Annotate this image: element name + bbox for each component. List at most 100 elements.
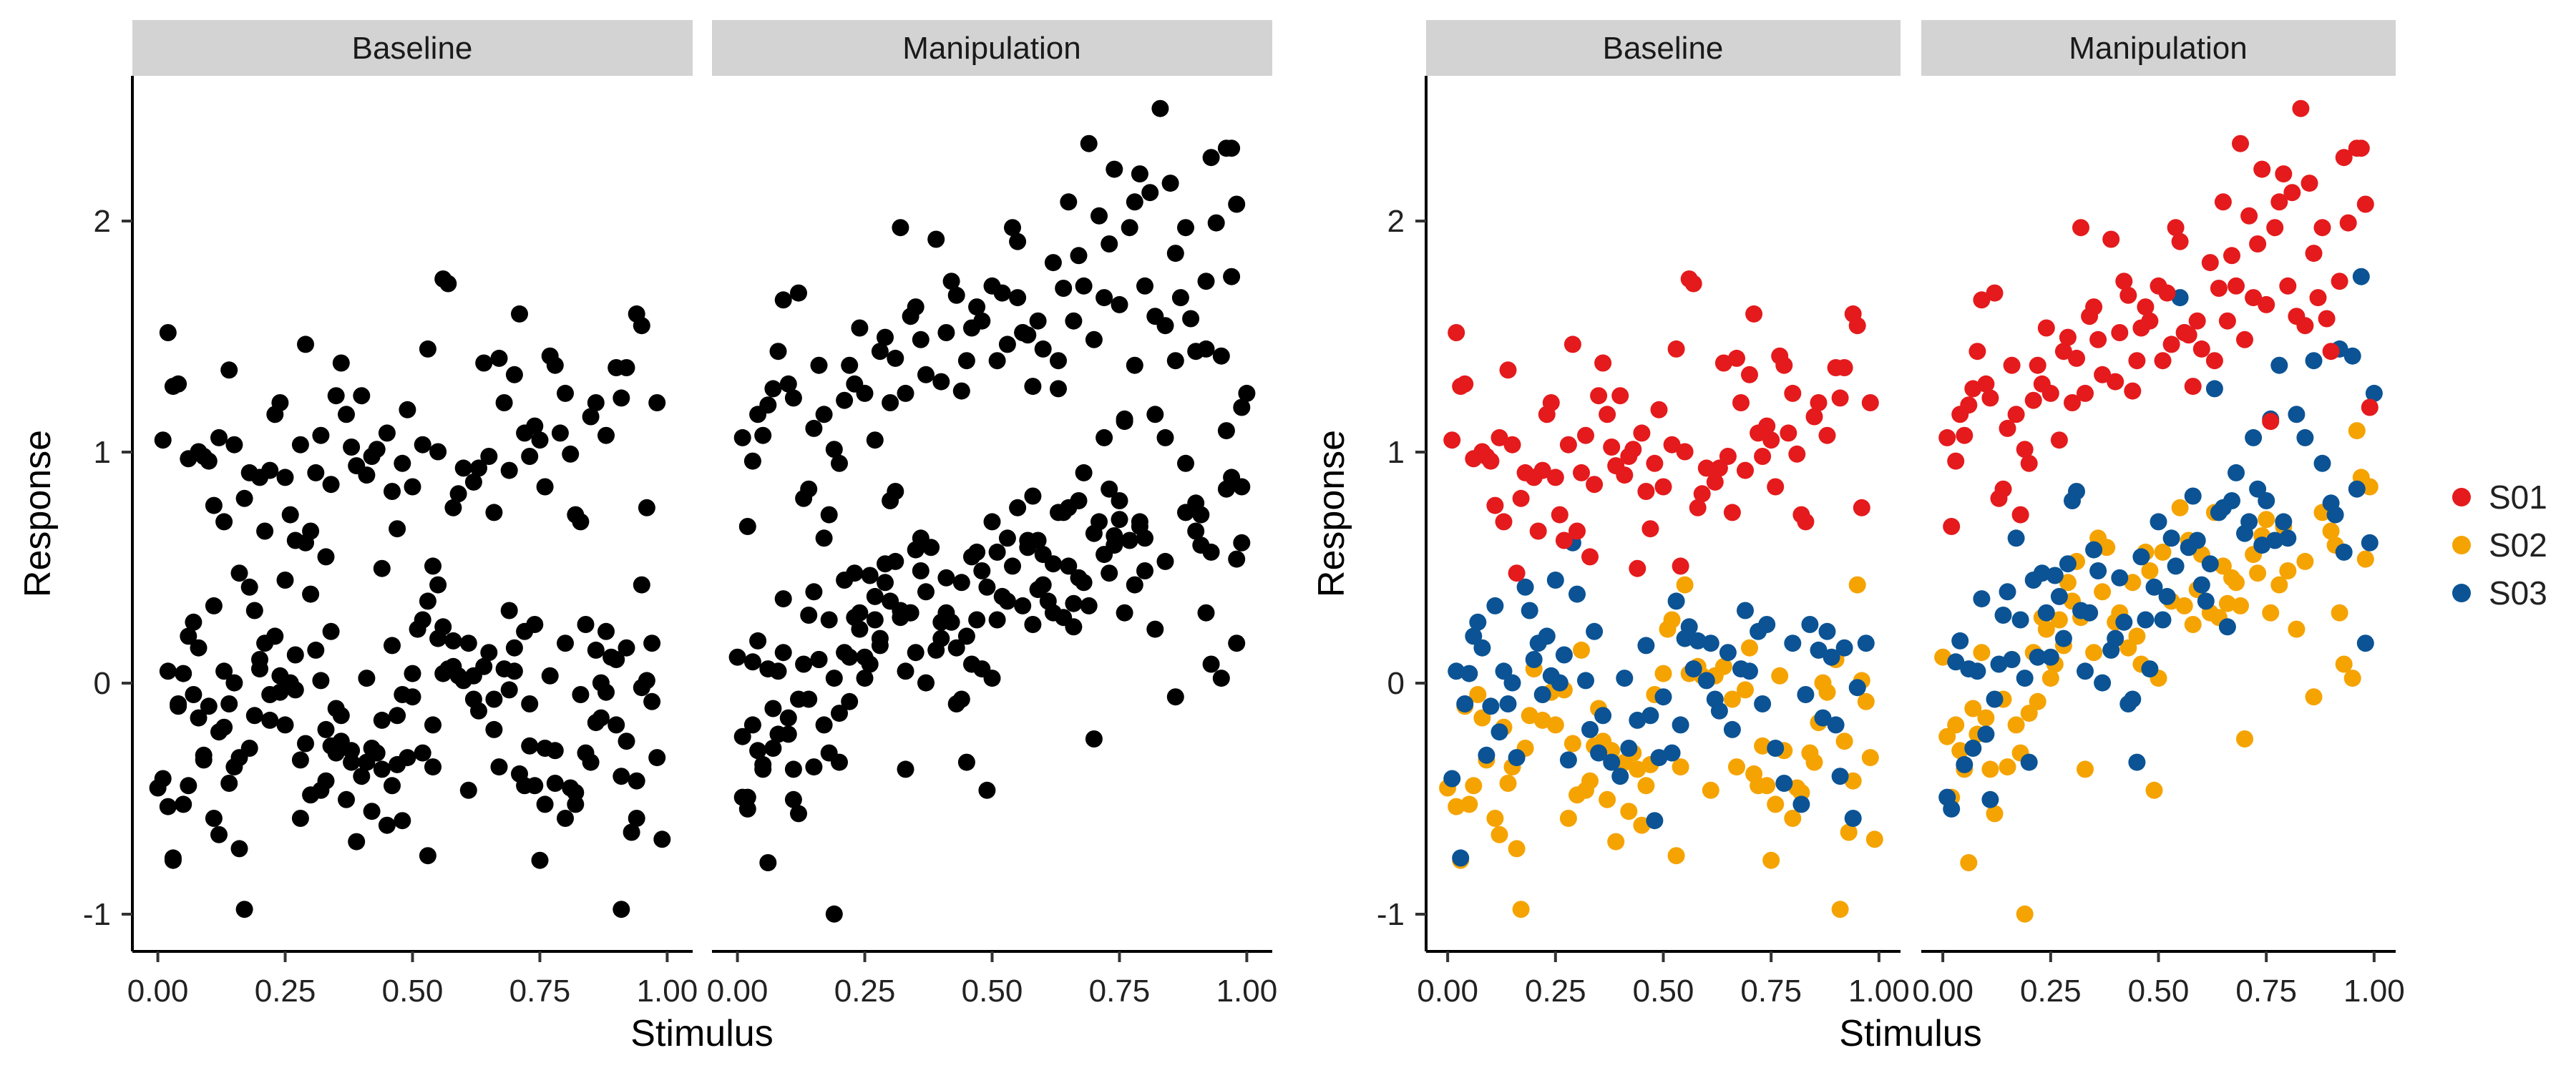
data-point-s03 [2275, 513, 2293, 531]
data-point [892, 219, 909, 237]
data-point [937, 324, 955, 341]
data-point [404, 688, 421, 706]
data-point [623, 823, 640, 841]
data-point-s01 [1590, 387, 1608, 405]
data-point [1029, 531, 1047, 549]
data-point-s01 [1684, 275, 1702, 293]
data-point-s03 [2089, 562, 2107, 579]
data-point [500, 681, 518, 699]
data-point [988, 611, 1006, 629]
data-point-s03 [1641, 707, 1659, 725]
data-point-s01 [2232, 134, 2249, 152]
data-point [251, 651, 268, 668]
data-point [389, 520, 406, 538]
data-point-s01 [2270, 193, 2288, 211]
data-point-s01 [1960, 396, 1978, 414]
data-point-s03 [1581, 720, 1599, 738]
data-point-s01 [2115, 273, 2133, 290]
data-point [572, 513, 590, 531]
data-point-s03 [2348, 480, 2366, 498]
data-point-s01 [1938, 428, 1956, 446]
data-point [459, 635, 477, 652]
data-point-s01 [1981, 389, 1999, 407]
data-point-s01 [2253, 160, 2271, 178]
data-point-s01 [1831, 389, 1849, 407]
data-point [338, 406, 355, 423]
data-point [922, 539, 940, 557]
y-tick-label: 0 [1387, 666, 1405, 701]
data-point-s01 [1818, 426, 1836, 444]
data-point-s01 [2361, 398, 2379, 416]
data-point [521, 695, 539, 712]
data-point-s01 [2064, 394, 2081, 411]
data-point [429, 576, 447, 594]
data-point-s01 [1599, 406, 1616, 423]
data-point [957, 352, 975, 370]
data-point [1223, 268, 1241, 285]
data-point [256, 522, 274, 540]
data-point [825, 441, 843, 459]
points-layer [1439, 270, 1883, 918]
data-point [613, 389, 630, 407]
data-point-s02 [1460, 795, 1478, 813]
data-point-s03 [1977, 725, 1995, 743]
data-point [582, 408, 600, 426]
data-point-s03 [1964, 740, 1982, 757]
data-point [1004, 557, 1021, 575]
data-point-s02 [2029, 692, 2046, 710]
data-point-s02 [1663, 611, 1681, 629]
data-point-s01 [1754, 448, 1772, 465]
data-point-s01 [1745, 305, 1763, 323]
data-point-s01 [2318, 310, 2336, 328]
facet-baseline: Baseline [132, 20, 693, 918]
data-point [175, 795, 192, 813]
data-point-s02 [1754, 737, 1772, 755]
data-point [820, 611, 838, 629]
data-point [1065, 312, 1083, 330]
data-point-s03 [1469, 613, 1487, 631]
data-point [205, 496, 223, 514]
data-point [444, 499, 462, 516]
x-tick-label: 0.75 [509, 974, 571, 1009]
data-point [572, 686, 590, 703]
data-point-s03 [2167, 557, 2185, 575]
data-point-s01 [1999, 419, 2016, 437]
data-point [1009, 499, 1027, 516]
data-point [307, 464, 325, 481]
legend-item-s03: S03 [2452, 574, 2547, 612]
data-point-s02 [1986, 805, 2004, 823]
data-point [1091, 207, 1108, 225]
data-point-s01 [2154, 352, 2172, 370]
data-point [779, 725, 797, 743]
data-point [1024, 487, 1042, 505]
data-point [1131, 165, 1148, 183]
data-point-s03 [2003, 651, 2021, 668]
data-point [912, 330, 930, 348]
data-point [1207, 214, 1225, 232]
data-point [378, 424, 396, 442]
data-point [877, 574, 894, 592]
data-point [286, 646, 304, 664]
data-point [648, 749, 666, 767]
data-point-s01 [2279, 277, 2297, 295]
data-point [947, 286, 965, 304]
data-point-s03 [2041, 648, 2059, 666]
data-point [1121, 219, 1138, 237]
data-point [907, 298, 924, 316]
data-point [1217, 422, 1235, 440]
data-point-s01 [2037, 319, 2055, 337]
data-point-s02 [2171, 499, 2189, 516]
data-point [917, 366, 935, 383]
data-point [978, 578, 996, 596]
data-point [1009, 289, 1027, 307]
data-point-s03 [1968, 662, 1986, 680]
data-point-s02 [1784, 810, 1802, 827]
data-point-s03 [1616, 670, 1634, 687]
data-point-s01 [1706, 473, 1724, 491]
data-point [902, 604, 919, 622]
data-point-s01 [2003, 356, 2021, 374]
data-point-s02 [1469, 686, 1487, 703]
data-point-s01 [2322, 343, 2340, 361]
data-point [505, 366, 523, 383]
data-point [414, 611, 431, 629]
